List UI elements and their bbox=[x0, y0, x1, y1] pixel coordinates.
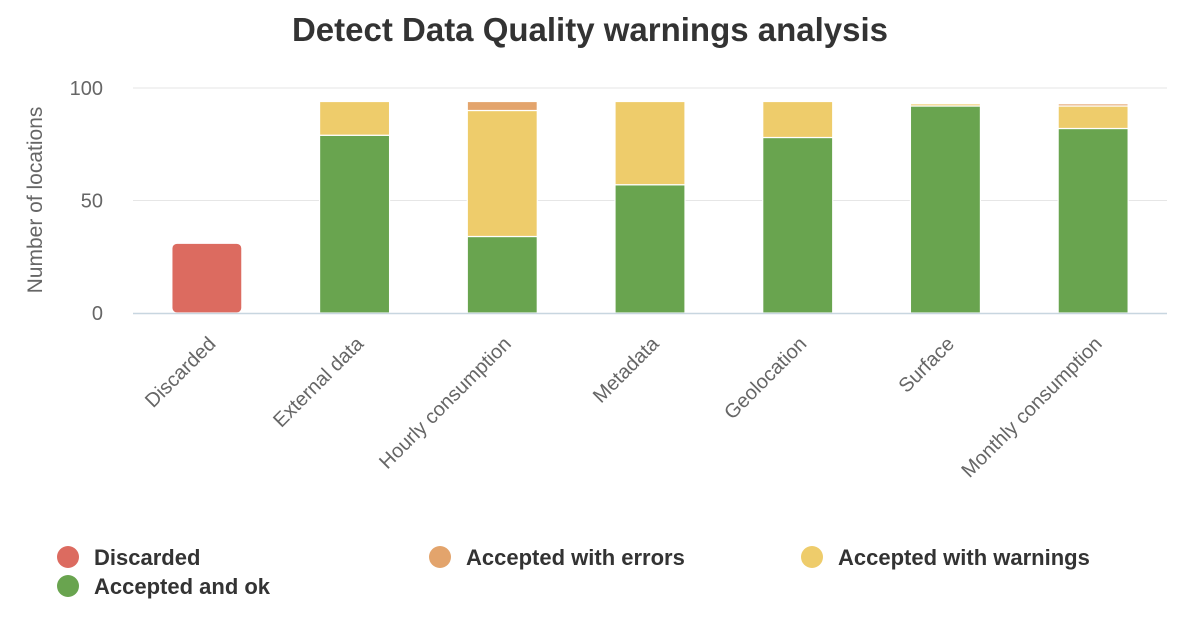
legend-item-discarded[interactable]: Discarded bbox=[57, 545, 200, 570]
y-axis-label: Number of locations bbox=[24, 107, 47, 294]
legend[interactable]: Discarded Accepted with errors Accepted wi… bbox=[57, 545, 1090, 599]
bars bbox=[171, 100, 1129, 314]
chart-title: Detect Data Quality warnings analysis bbox=[292, 11, 888, 48]
bar-segment-accepted-with-errors[interactable] bbox=[1057, 103, 1129, 107]
y-tick-label: 0 bbox=[92, 303, 103, 325]
x-tick-label: Hourly consumption bbox=[375, 333, 516, 474]
legend-label: Discarded bbox=[94, 545, 200, 570]
x-tick-label: Surface bbox=[895, 333, 959, 397]
legend-label: Accepted with warnings bbox=[838, 545, 1090, 570]
bar-segment-accepted-and-ok[interactable] bbox=[909, 105, 982, 314]
bar-segment-accepted-with-warnings[interactable] bbox=[762, 100, 834, 139]
bar-segment-accepted-with-errors[interactable] bbox=[466, 100, 538, 112]
bar-segment-accepted-with-warnings[interactable] bbox=[466, 109, 538, 238]
bar-segment-accepted-with-warnings[interactable] bbox=[909, 103, 982, 107]
legend-item-accepted-with-errors[interactable]: Accepted with errors bbox=[429, 545, 685, 570]
bar-segment-accepted-and-ok[interactable] bbox=[762, 136, 834, 314]
y-tick-label: 100 bbox=[70, 78, 103, 100]
legend-label: Accepted and ok bbox=[94, 574, 271, 599]
legend-item-accepted-with-warnings[interactable]: Accepted with warnings bbox=[801, 545, 1090, 570]
legend-marker bbox=[801, 546, 823, 568]
x-axis-ticks: Discarded External data Hourly consumption… bbox=[141, 332, 1107, 482]
bar-segment-accepted-with-warnings[interactable] bbox=[318, 100, 391, 136]
y-axis-ticks: 0 50 100 bbox=[70, 78, 103, 325]
bar-segment-accepted-with-warnings[interactable] bbox=[614, 100, 686, 186]
x-tick-label: Geolocation bbox=[720, 333, 811, 424]
bar-segment-accepted-and-ok[interactable] bbox=[318, 134, 391, 314]
y-tick-label: 50 bbox=[81, 191, 103, 213]
legend-marker bbox=[57, 546, 79, 568]
x-tick-label: External data bbox=[269, 332, 369, 432]
bar-segment-accepted-and-ok[interactable] bbox=[1057, 127, 1129, 314]
legend-label: Accepted with errors bbox=[466, 545, 685, 570]
legend-marker bbox=[429, 546, 451, 568]
bar-segment-discarded[interactable] bbox=[171, 242, 243, 314]
bar-segment-accepted-and-ok[interactable] bbox=[614, 184, 686, 314]
x-tick-label: Metadata bbox=[589, 332, 664, 407]
bar-segment-accepted-with-warnings[interactable] bbox=[1057, 105, 1129, 130]
x-tick-label: Discarded bbox=[141, 333, 220, 412]
legend-marker bbox=[57, 575, 79, 597]
legend-item-accepted-and-ok[interactable]: Accepted and ok bbox=[57, 574, 271, 599]
bar-segment-accepted-and-ok[interactable] bbox=[466, 235, 538, 314]
x-tick-label: Monthly consumption bbox=[957, 333, 1106, 482]
